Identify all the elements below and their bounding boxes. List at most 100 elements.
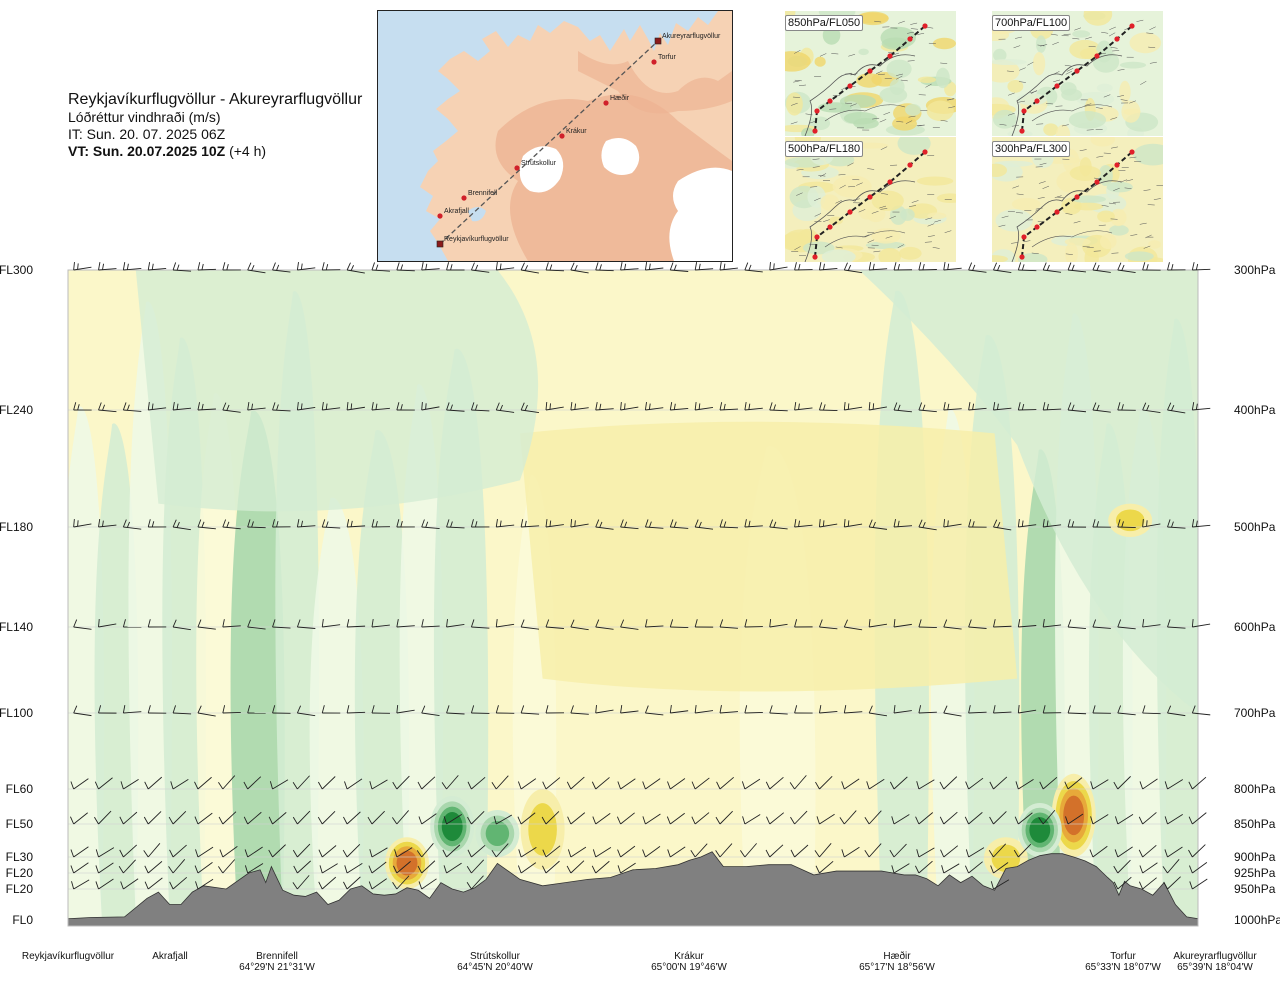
- wind-barb: [968, 705, 987, 714]
- wind-barb: [244, 863, 264, 874]
- wind-barb: [816, 813, 835, 825]
- inset-700hpa: 700hPa/FL100: [992, 11, 1163, 136]
- inset-500hpa-label: 500hPa/FL180: [785, 141, 864, 157]
- wind-barb: [667, 846, 686, 858]
- wind-barb: [318, 845, 337, 858]
- wind-barbs: [70, 261, 1211, 890]
- wind-barb: [570, 262, 589, 274]
- wind-barb: [268, 812, 287, 825]
- wind-barb: [993, 705, 1012, 714]
- wind-barb: [566, 860, 585, 874]
- wind-barb: [595, 619, 614, 630]
- wind-barb: [545, 401, 564, 411]
- wind-barb: [367, 810, 385, 825]
- wind-barb: [694, 619, 714, 628]
- wind-barb: [1014, 812, 1033, 825]
- wind-barb: [73, 518, 92, 528]
- route-point-name: Brennifell: [256, 951, 298, 962]
- wind-barb: [421, 519, 440, 530]
- wind-barb: [868, 705, 888, 717]
- wind-barb: [243, 811, 262, 825]
- wind-barb: [517, 812, 536, 825]
- wind-barb: [194, 776, 212, 790]
- wind-barb: [841, 778, 860, 790]
- wind-barb: [591, 860, 610, 874]
- route-point-label: Torfur 65°33'N 18°07'W: [1063, 951, 1183, 973]
- wind-barb: [868, 618, 888, 628]
- wind-barb: [321, 262, 341, 271]
- wind-barb: [819, 402, 838, 411]
- wind-barb: [446, 705, 465, 715]
- route-point-label: Akureyrarflugvöllur 65°39'N 18°04'W: [1155, 951, 1275, 973]
- wind-barb: [889, 776, 908, 790]
- inset-850hpa: 850hPa/FL050: [785, 11, 956, 136]
- wind-barb: [620, 519, 639, 530]
- wind-barb: [321, 402, 341, 411]
- route-point-label: Hæðir 65°17'N 18°56'W: [837, 951, 957, 973]
- plot-frame: [67, 269, 1199, 927]
- route-point-name: Akureyrarflugvöllur: [1173, 951, 1257, 962]
- wind-barb: [940, 845, 959, 858]
- wind-barb: [644, 402, 664, 411]
- wind-barb: [1042, 402, 1062, 411]
- wind-barb: [690, 843, 708, 858]
- wind-barb: [993, 262, 1012, 273]
- issue-time: IT: Sun. 20. 07. 2025 06Z: [68, 126, 226, 142]
- wind-barb: [73, 619, 92, 630]
- wind-barb: [889, 843, 907, 858]
- wind-barb: [669, 705, 689, 714]
- inset-300hpa-label: 300hPa/FL300: [992, 141, 1071, 157]
- left-axis-tick-label: FL300: [0, 263, 33, 277]
- wind-barb: [989, 811, 1007, 825]
- wind-barb: [1090, 779, 1109, 790]
- wind-barb: [644, 619, 664, 628]
- wind-barb: [1013, 843, 1032, 858]
- wind-barb: [272, 705, 291, 714]
- wind-barb: [1191, 402, 1211, 411]
- wind-barb: [1139, 778, 1158, 790]
- wind-barb: [222, 619, 241, 628]
- wind-barb: [843, 619, 863, 631]
- wind-barb: [839, 810, 857, 825]
- wind-barb: [694, 705, 714, 714]
- route-point-coord: 65°33'N 18°07'W: [1085, 962, 1161, 973]
- right-axis-tick-label: 850hPa: [1234, 817, 1276, 831]
- wind-barb: [396, 402, 415, 411]
- wind-barb: [993, 619, 1012, 628]
- wind-barb: [567, 812, 586, 825]
- wind-barb: [1039, 776, 1058, 790]
- wind-barb: [819, 619, 838, 630]
- wind-barb: [893, 705, 912, 714]
- route-point-label: Krákur 65°00'N 19°46'W: [629, 951, 749, 973]
- route-point-name: Akrafjall: [152, 951, 188, 962]
- wind-barb: [1164, 779, 1184, 790]
- wind-barb: [1142, 262, 1161, 271]
- wind-barb: [392, 875, 410, 890]
- wind-barb: [943, 402, 962, 411]
- wind-barb: [1191, 262, 1211, 271]
- wind-barb: [467, 844, 486, 858]
- wind-barb: [170, 779, 189, 790]
- wind-barb: [222, 519, 241, 530]
- wind-barb: [1017, 619, 1037, 628]
- wind-barb: [172, 619, 191, 631]
- waypoint-name: Akureyrarflugvöllur: [662, 33, 721, 40]
- valid-time-offset: (+4 h): [225, 143, 267, 159]
- wind-barb: [272, 262, 291, 273]
- waypoint-name: Torfur: [658, 54, 677, 61]
- wind-barb: [98, 519, 117, 528]
- wind-barb: [566, 776, 585, 790]
- wind-barb: [769, 261, 788, 271]
- wind-barb: [893, 619, 912, 628]
- wind-barb: [1042, 705, 1062, 714]
- wind-barb: [1189, 862, 1208, 874]
- wind-barb: [1167, 619, 1186, 629]
- wind-barb: [915, 812, 934, 825]
- wind-barb: [988, 843, 1007, 858]
- glacier-langjokull: [519, 146, 564, 193]
- highland-ridge: [578, 51, 732, 114]
- wind-barb: [98, 402, 117, 413]
- wind-barb: [318, 876, 337, 890]
- wind-barb: [247, 619, 266, 630]
- wind-barb: [719, 705, 738, 714]
